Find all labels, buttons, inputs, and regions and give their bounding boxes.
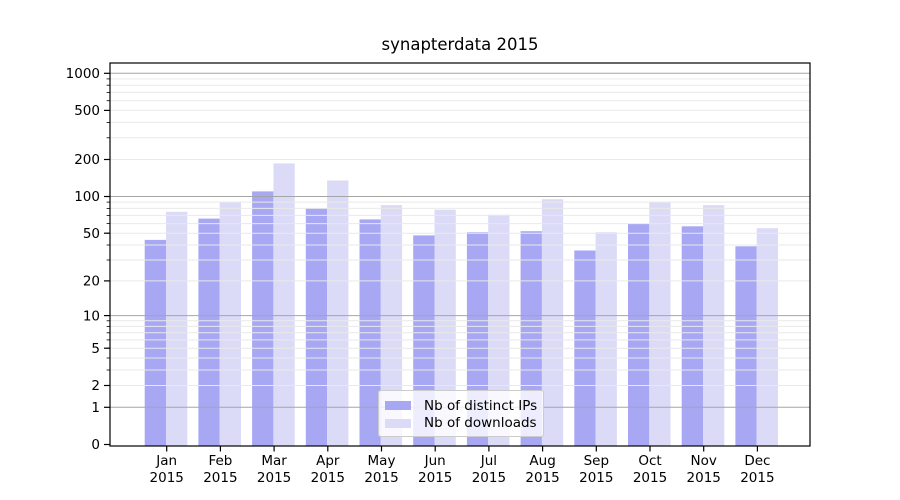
x-tick-label-year: 2015 xyxy=(257,470,291,486)
x-tick-label-year: 2015 xyxy=(203,470,237,486)
bar-downloads-oct xyxy=(649,202,671,446)
y-tick-label: 1 xyxy=(91,400,100,416)
bar-distinct-ips-jan xyxy=(144,239,166,446)
y-tick-label: 20 xyxy=(83,274,100,290)
y-tick-label: 200 xyxy=(74,152,100,168)
minor-gridlines xyxy=(106,78,810,386)
bar-downloads-nov xyxy=(703,205,725,446)
legend-item-distinct-ips: Nb of distinct IPs xyxy=(385,397,537,415)
x-tick-label-year: 2015 xyxy=(311,470,345,486)
y-tick-label: 1000 xyxy=(66,66,100,82)
x-tick-label-year: 2015 xyxy=(150,470,184,486)
bar-downloads-jun xyxy=(434,209,456,446)
y-tick-label: 100 xyxy=(74,189,100,205)
bar-downloads-jul xyxy=(488,214,510,446)
x-tick-label-month: Dec xyxy=(744,453,770,469)
bar-downloads-mar xyxy=(273,163,295,446)
bar-distinct-ips-apr xyxy=(305,208,328,446)
x-tick-label-year: 2015 xyxy=(687,470,721,486)
y-tick-label: 0 xyxy=(91,437,100,453)
x-tick-label-month: Jun xyxy=(424,453,446,469)
legend-item-downloads: Nb of downloads xyxy=(385,415,537,433)
x-tick-label-year: 2015 xyxy=(525,470,559,486)
bar-downloads-jan xyxy=(166,211,188,446)
x-tick-label-year: 2015 xyxy=(472,470,506,486)
x-tick-label-month: Jan xyxy=(155,453,177,469)
bar-downloads-aug xyxy=(541,199,564,446)
legend-label-distinct-ips: Nb of distinct IPs xyxy=(424,397,538,414)
y-tick-label: 10 xyxy=(83,308,100,324)
legend-swatch-distinct-ips xyxy=(385,401,411,411)
x-tick-label-month: Nov xyxy=(691,453,717,469)
x-tick-label-month: Jul xyxy=(480,453,497,469)
chart-title: synapterdata 2015 xyxy=(381,35,539,54)
bar-distinct-ips-oct xyxy=(628,223,650,446)
x-tick-label-month: Sep xyxy=(584,453,609,469)
x-tick-label-month: Mar xyxy=(261,453,287,469)
x-tick-label-month: Apr xyxy=(316,453,340,469)
bar-distinct-ips-dec xyxy=(735,246,757,446)
y-tick-label: 5 xyxy=(91,341,100,357)
major-gridlines xyxy=(110,72,810,408)
bar-distinct-ips-nov xyxy=(681,226,703,446)
bar-downloads-feb xyxy=(219,202,241,446)
y-axis: 0 1 2 5 10 20 50 100 200 500 1000 xyxy=(66,66,110,453)
bar-downloads-dec xyxy=(756,228,778,446)
y-tick-label: 2 xyxy=(91,378,100,394)
bar-downloads-apr xyxy=(327,180,349,446)
bar-distinct-ips-mar xyxy=(252,191,274,446)
x-tick-label-year: 2015 xyxy=(418,470,452,486)
bar-downloads-sep xyxy=(595,232,617,446)
x-tick-label-month: May xyxy=(368,453,396,469)
x-tick-label-year: 2015 xyxy=(364,470,398,486)
x-tick-label-year: 2015 xyxy=(579,470,613,486)
x-tick-label-month: Aug xyxy=(529,453,555,469)
legend: Nb of distinct IPs Nb of downloads xyxy=(378,390,544,437)
y-tick-label: 500 xyxy=(74,103,100,119)
x-tick-label-year: 2015 xyxy=(633,470,667,486)
x-axis: Jan2015Feb2015Mar2015Apr2015May2015Jun20… xyxy=(150,446,775,486)
legend-label-downloads: Nb of downloads xyxy=(424,415,537,432)
x-tick-label-year: 2015 xyxy=(740,470,774,486)
legend-swatch-downloads xyxy=(385,418,411,428)
plot-frame xyxy=(109,62,811,447)
x-tick-label-month: Feb xyxy=(208,453,232,469)
y-tick-label: 50 xyxy=(83,226,100,242)
x-tick-label-month: Oct xyxy=(638,453,661,469)
